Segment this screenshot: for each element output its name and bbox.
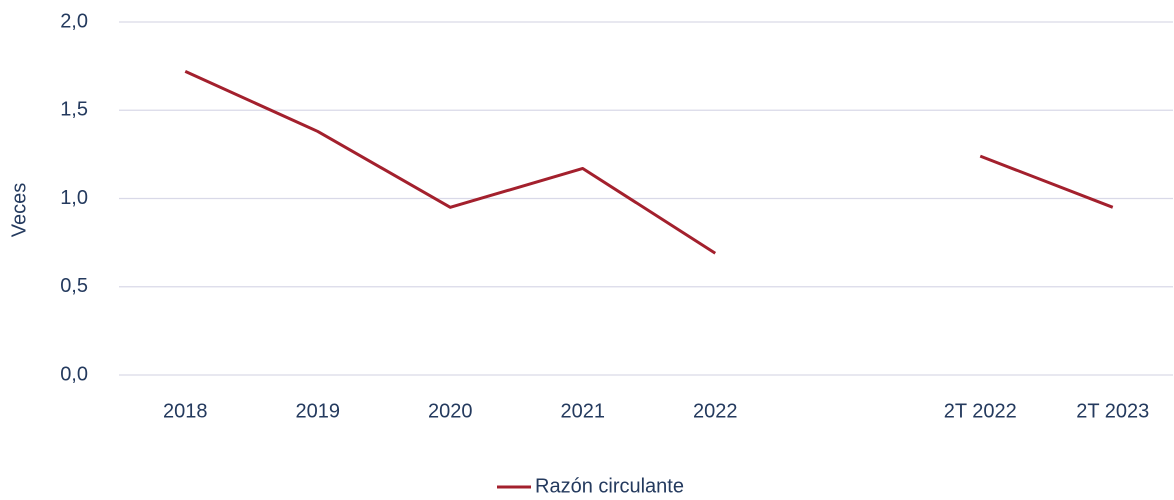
y-tick-label: 1,0 (60, 187, 88, 209)
y-tick-label: 0,5 (60, 275, 88, 297)
data-line (184, 70, 1114, 255)
y-tick-label: 1,5 (60, 99, 88, 121)
x-tick-label: 2019 (296, 400, 341, 422)
x-tick-label: 2T 2022 (944, 400, 1017, 422)
x-tick-label: 2T 2023 (1076, 400, 1149, 422)
y-tick-label: 2,0 (60, 10, 88, 32)
x-tick-label: 2020 (428, 400, 473, 422)
legend-label: Razón circulante (535, 475, 684, 497)
x-tick-label: 2021 (561, 400, 606, 422)
y-tick-label: 0,0 (60, 363, 88, 385)
y-axis-label: Veces (8, 183, 30, 237)
x-tick-label: 2018 (163, 400, 208, 422)
x-tick-label: 2022 (693, 400, 738, 422)
